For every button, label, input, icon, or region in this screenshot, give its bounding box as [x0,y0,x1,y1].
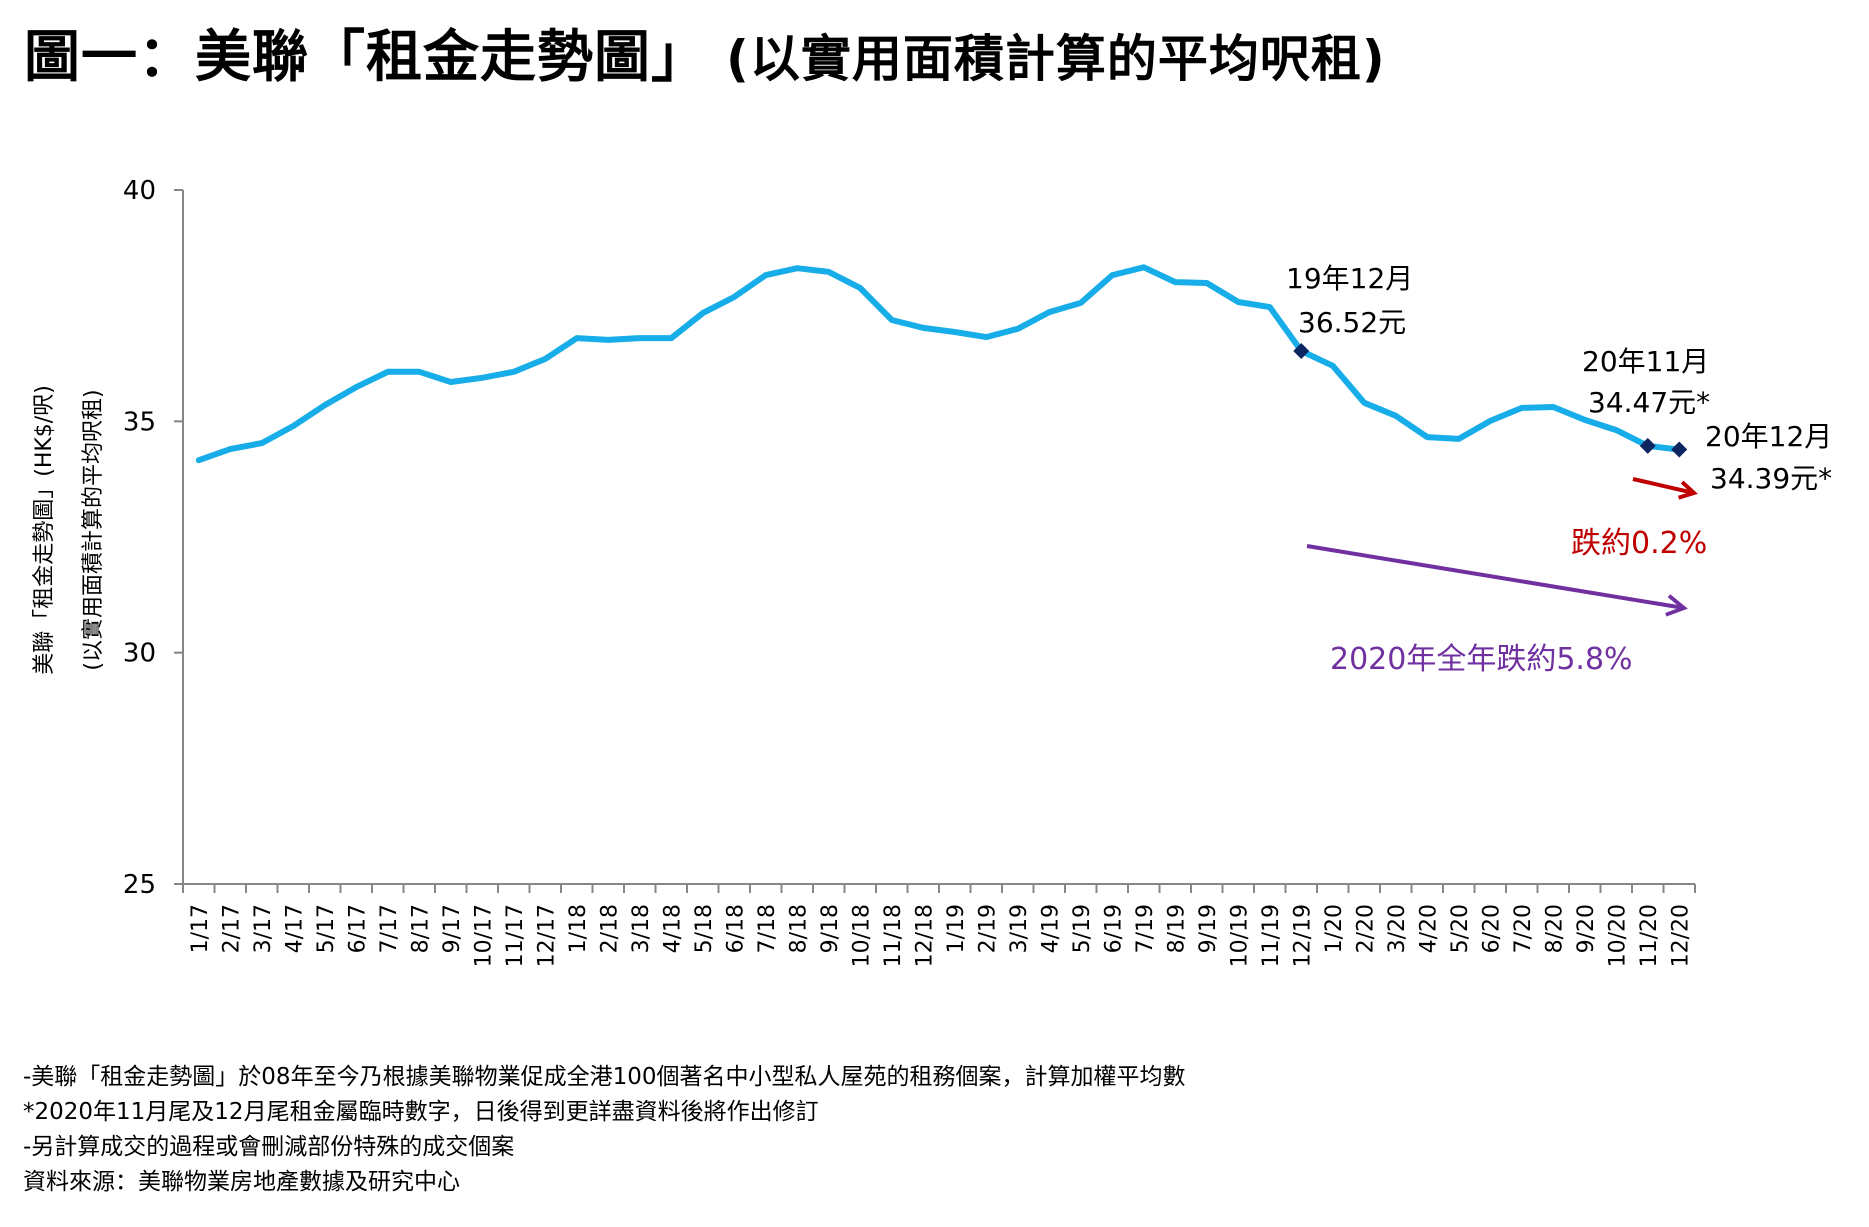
x-ticks: 1/17 2/17 3/17 4/17 5/17 6/17 7/17 8/17 9/17 10/1… [182,884,1696,967]
x-tick-label: 7/17 [377,904,402,953]
markers-group [1293,343,1688,458]
x-tick-label: 4/20 [1416,904,1441,953]
x-tick-label: 9/18 [818,904,843,953]
x-tick-label: 4/18 [660,904,685,953]
annotation-dec20-date: 20年12月 [1705,420,1832,453]
x-tick-label: 12/17 [534,904,559,967]
x-tick-label: 8/18 [786,904,811,953]
x-tick-label: 7/19 [1133,904,1158,953]
annotation-dec20-value: 34.39元* [1710,462,1832,495]
footnotes: -美聯「租金走勢圖」於08年至今乃根據美聯物業促成全港100個著名中小型私人屋苑… [23,1060,1185,1200]
callout-monthly-drop: 跌約0.2% [1571,526,1707,561]
x-tick-label: 3/17 [251,904,276,953]
x-tick-label: 1/20 [1322,904,1347,953]
y-tick-label: 25 [123,870,156,900]
annotation-dec19-value: 36.52元 [1298,306,1406,339]
x-tick-label: 6/19 [1101,904,1126,953]
x-tick-label: 11/20 [1637,904,1662,967]
footnote-2: *2020年11月尾及12月尾租金屬臨時數字，日後得到更詳盡資料後將作出修訂 [23,1099,819,1125]
annotation-dec19-date: 19年12月 [1286,262,1413,295]
x-tick-label: 4/19 [1038,904,1063,953]
x-tick-label: 7/20 [1511,904,1536,953]
x-tick-label: 8/19 [1164,904,1189,953]
axes [182,190,1695,885]
x-tick-label: 2/18 [597,904,622,953]
x-tick-label: 6/20 [1479,904,1504,953]
x-tick-label: 11/18 [881,904,906,967]
red-arrow [1632,477,1698,500]
y-axis-label: 美聯「租金走勢圖」(HK$/呎) [32,385,57,675]
series-line [195,264,1683,464]
x-tick-label: 4/17 [282,904,307,953]
y-ticks: 40 35 30 25 [123,176,183,900]
x-tick-label: 9/19 [1196,904,1221,953]
rent-trend-chart: 美聯「租金走勢圖」(HK$/呎) (以實用面積計算的平均呎租) 40 35 30 25… [32,176,1832,967]
x-tick-label: 8/20 [1542,904,1567,953]
x-tick-label: 2/20 [1353,904,1378,953]
x-tick-label: 11/19 [1259,904,1284,967]
x-tick-label: 12/20 [1668,904,1693,967]
data-point-marker [1639,437,1656,454]
x-tick-label: 6/18 [723,904,748,953]
footnote-3: -另計算成交的過程或會刪減部份特殊的成交個案 [23,1134,515,1160]
series-group [195,264,1683,464]
x-tick-label: 1/18 [566,904,591,953]
y-tick-label: 35 [123,407,156,437]
x-tick-label: 8/17 [408,904,433,953]
purple-arrow [1306,544,1688,617]
x-tick-label: 6/17 [345,904,370,953]
data-point-marker [1293,343,1310,360]
x-tick-label: 3/19 [1007,904,1032,953]
x-tick-label: 9/20 [1574,904,1599,953]
x-tick-label: 1/17 [188,904,213,953]
annotation-nov20-value: 34.47元* [1588,386,1710,419]
x-tick-label: 12/18 [912,904,937,967]
annotation-nov20-date: 20年11月 [1582,345,1709,378]
y-tick-label: 40 [123,176,156,206]
callout-annual-drop: 2020年全年跌約5.8% [1330,642,1633,677]
y-axis-label-secondary: (以實用面積計算的平均呎租) [81,389,106,670]
x-tick-label: 5/19 [1070,904,1095,953]
data-point-marker [1671,441,1688,458]
chart-title-main: 圖一：美聯「租金走勢圖」 [24,25,708,90]
x-tick-label: 11/17 [503,904,528,967]
x-tick-label: 2/19 [975,904,1000,953]
x-tick-label: 3/20 [1385,904,1410,953]
x-tick-label: 5/18 [692,904,717,953]
x-tick-label: 2/17 [219,904,244,953]
footnote-source: 資料來源：美聯物業房地產數據及研究中心 [23,1169,460,1195]
chart-title: 圖一：美聯「租金走勢圖」 (以實用面積計算的平均呎租) [24,22,1386,95]
x-tick-label: 12/19 [1290,904,1315,967]
x-tick-label: 10/19 [1227,904,1252,967]
x-tick-label: 10/20 [1605,904,1630,967]
x-tick-label: 1/19 [944,904,969,953]
x-tick-label: 7/18 [755,904,780,953]
x-tick-label: 3/18 [629,904,654,953]
x-tick-label: 5/17 [314,904,339,953]
chart-title-sub: (以實用面積計算的平均呎租) [726,30,1386,88]
x-tick-label: 10/17 [471,904,496,967]
x-tick-label: 10/18 [849,904,874,967]
y-tick-label: 30 [123,639,156,669]
footnote-1: -美聯「租金走勢圖」於08年至今乃根據美聯物業促成全港100個著名中小型私人屋苑… [23,1064,1186,1090]
x-tick-label: 5/20 [1448,904,1473,953]
x-tick-label: 9/17 [440,904,465,953]
